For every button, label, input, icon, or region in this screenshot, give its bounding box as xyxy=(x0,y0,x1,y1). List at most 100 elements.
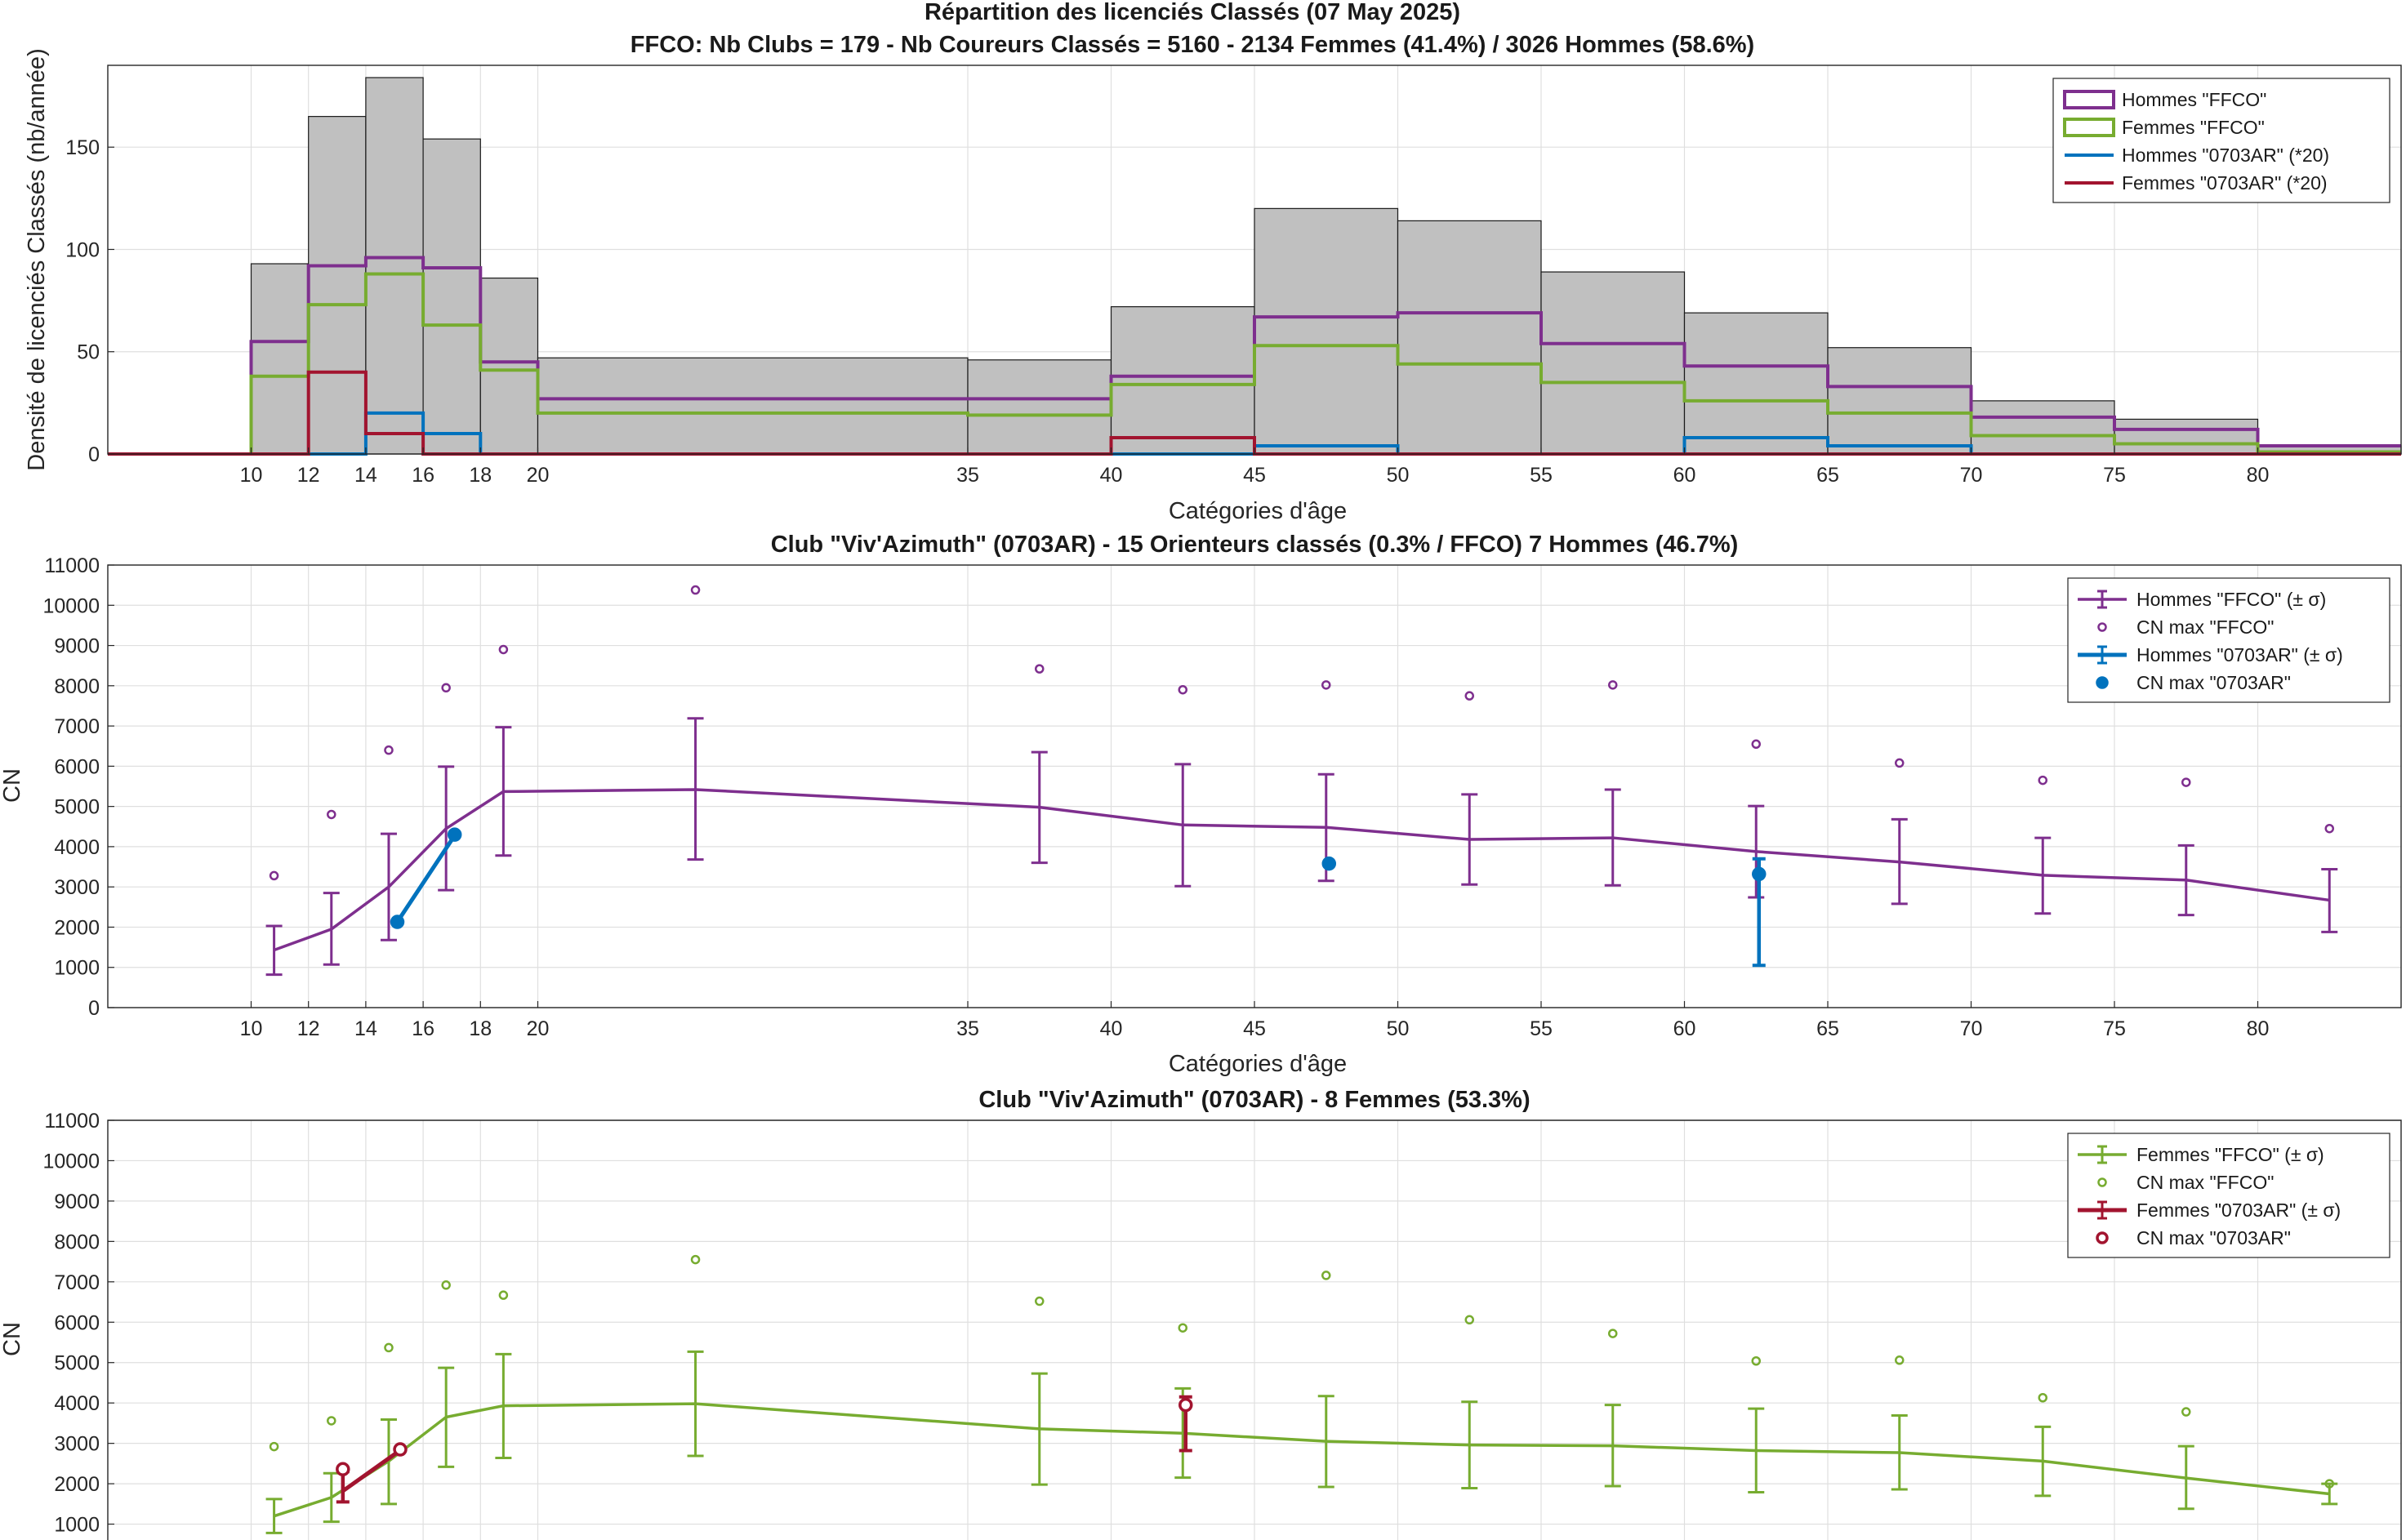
legend-label: Femmes "0703AR" (± σ) xyxy=(2136,1200,2341,1221)
legend-label: CN max "0703AR" xyxy=(2136,672,2291,693)
x-tick-label: 20 xyxy=(527,464,550,487)
y-tick-label: 6000 xyxy=(54,755,100,778)
y-tick-label: 11000 xyxy=(44,1110,100,1133)
x-tick-label: 55 xyxy=(1530,1017,1553,1040)
histogram-legend: Hommes "FFCO" Femmes "FFCO" Hommes "0703AR… xyxy=(2052,78,2390,203)
ffco-cn-max-point xyxy=(1178,1323,1187,1333)
histogram-bar xyxy=(365,77,424,455)
legend-label: Hommes "FFCO" xyxy=(2122,89,2266,110)
y-tick-label: 4000 xyxy=(54,836,100,859)
women-panel-ticks: 1000 2000 3000 4000 5000 6000 7000 8000 9000 1000… xyxy=(42,1110,114,1537)
ffco-cn-max-point xyxy=(1895,758,1905,768)
stairs-line xyxy=(108,272,2401,456)
y-tick-label: 11000 xyxy=(44,554,100,577)
ffco-mean-line xyxy=(273,788,2330,952)
y-tick-label: 6000 xyxy=(54,1311,100,1334)
men-panel-title: Club "Viv'Azimuth" (0703AR) - 15 Oriente… xyxy=(771,532,1739,558)
men-panel-legend: Hommes "FFCO" (± σ) CN max "FFCO" Hommes "… xyxy=(2067,577,2390,703)
ffco-cn-max-point xyxy=(1321,1271,1331,1280)
women-panel-title: Club "Viv'Azimuth" (0703AR) - 8 Femmes (… xyxy=(978,1087,1530,1113)
ffco-mean-line xyxy=(274,1402,2330,1518)
ffco-cn-max-point xyxy=(1608,1329,1618,1338)
legend-label: Femmes "0703AR" (*20) xyxy=(2122,172,2328,194)
ffco-cn-max-point xyxy=(498,1290,509,1300)
x-tick-label: 60 xyxy=(1673,1017,1696,1040)
ffco-cn-max-point xyxy=(2181,777,2191,787)
ffco-cn-max-point xyxy=(2181,1407,2191,1417)
x-tick-label: 65 xyxy=(1816,1017,1839,1040)
ffco-cn-max-point xyxy=(1321,680,1331,690)
ffco-cn-max-point xyxy=(384,1342,394,1353)
x-tick-label: 10 xyxy=(240,464,263,487)
x-tick-label: 12 xyxy=(297,464,320,487)
ffco-cn-max-point xyxy=(1464,1315,1474,1325)
women-cn-panel: Club "Viv'Azimuth" (0703AR) - 8 Femmes (… xyxy=(0,1087,2402,1540)
x-tick-label: 12 xyxy=(297,1017,320,1040)
x-tick-label: 16 xyxy=(412,464,434,487)
x-tick-label: 80 xyxy=(2247,464,2270,487)
y-tick-label: 10000 xyxy=(42,1150,100,1173)
y-tick-label: 4000 xyxy=(54,1392,100,1415)
y-tick-label: 1000 xyxy=(54,1514,100,1537)
y-tick-label: 3000 xyxy=(54,876,100,899)
y-tick-label: 1000 xyxy=(54,957,100,980)
histogram-bar xyxy=(1254,207,1399,455)
ffco-cn-max-point xyxy=(269,870,279,881)
x-tick-label: 50 xyxy=(1387,464,1410,487)
histogram-bar xyxy=(1110,306,1255,455)
x-tick-label: 65 xyxy=(1816,464,1839,487)
ffco-cn-max-point xyxy=(690,585,701,595)
histogram-bar xyxy=(1540,271,1686,455)
x-tick-label: 14 xyxy=(354,464,377,487)
x-tick-label: 35 xyxy=(956,1017,979,1040)
ffco-cn-max-point xyxy=(2324,1479,2334,1489)
legend-label: Femmes "FFCO" (± σ) xyxy=(2136,1144,2324,1165)
x-tick-label: 75 xyxy=(2103,464,2126,487)
legend-label: CN max "0703AR" xyxy=(2136,1227,2291,1248)
ffco-cn-max-point xyxy=(498,644,509,655)
ffco-cn-max-point xyxy=(441,1280,451,1290)
ffco-cn-max-point xyxy=(690,1254,701,1265)
ffco-cn-max-point xyxy=(1464,691,1474,701)
histogram-bar xyxy=(308,116,367,455)
club-cn-max-point xyxy=(336,1462,350,1477)
ffco-cn-max-point xyxy=(269,1441,279,1452)
men-panel-grid xyxy=(108,564,2401,1008)
histogram-bar xyxy=(422,138,481,455)
histogram-bar xyxy=(1683,312,1829,455)
y-tick-label: 5000 xyxy=(54,1352,100,1375)
x-tick-label: 18 xyxy=(469,464,492,487)
women-panel-axes-box xyxy=(107,1119,2402,1540)
histogram-subtitle: FFCO: Nb Clubs = 179 - Nb Coureurs Class… xyxy=(630,32,1754,58)
histogram-bar xyxy=(537,357,969,455)
x-tick-label: 10 xyxy=(240,1017,263,1040)
legend-label: Hommes "0703AR" (± σ) xyxy=(2136,644,2343,665)
x-tick-label: 70 xyxy=(1960,464,1983,487)
y-tick-label: 8000 xyxy=(54,675,100,698)
club-cn-max-point xyxy=(1178,1397,1193,1413)
histogram-bar xyxy=(1827,347,1972,455)
legend-marker xyxy=(2096,1231,2109,1244)
y-tick-label: 8000 xyxy=(54,1231,100,1253)
y-tick-label: 9000 xyxy=(54,1191,100,1213)
legend-label: Hommes "FFCO" (± σ) xyxy=(2136,589,2326,610)
histogram-bar xyxy=(1970,400,2115,455)
ffco-cn-max-point xyxy=(384,745,394,755)
histogram-ylabel: Densité de licenciés Classés (nb/année) xyxy=(24,48,50,470)
x-tick-label: 50 xyxy=(1387,1017,1410,1040)
histogram-bar xyxy=(479,277,539,455)
y-tick-label: 0 xyxy=(88,443,100,466)
men-cn-panel: Club "Viv'Azimuth" (0703AR) - 15 Oriente… xyxy=(0,532,2402,1077)
men-panel-ylabel: CN xyxy=(0,768,25,803)
x-tick-label: 75 xyxy=(2103,1017,2126,1040)
club-mean-line xyxy=(395,834,457,924)
histogram-ticks: 10 12 14 16 18 20 35 40 45 50 55 60 65 70 75 80 0 50 100 15… xyxy=(65,136,2269,487)
y-tick-label: 100 xyxy=(65,238,100,261)
histogram-xlabel: Catégories d'âge xyxy=(1169,498,1347,524)
ffco-cn-max-point xyxy=(1178,684,1187,695)
legend-label: CN max "FFCO" xyxy=(2136,616,2274,638)
ffco-cn-max-point xyxy=(327,809,336,820)
women-panel-grid xyxy=(108,1119,2401,1540)
y-tick-label: 150 xyxy=(65,136,100,159)
